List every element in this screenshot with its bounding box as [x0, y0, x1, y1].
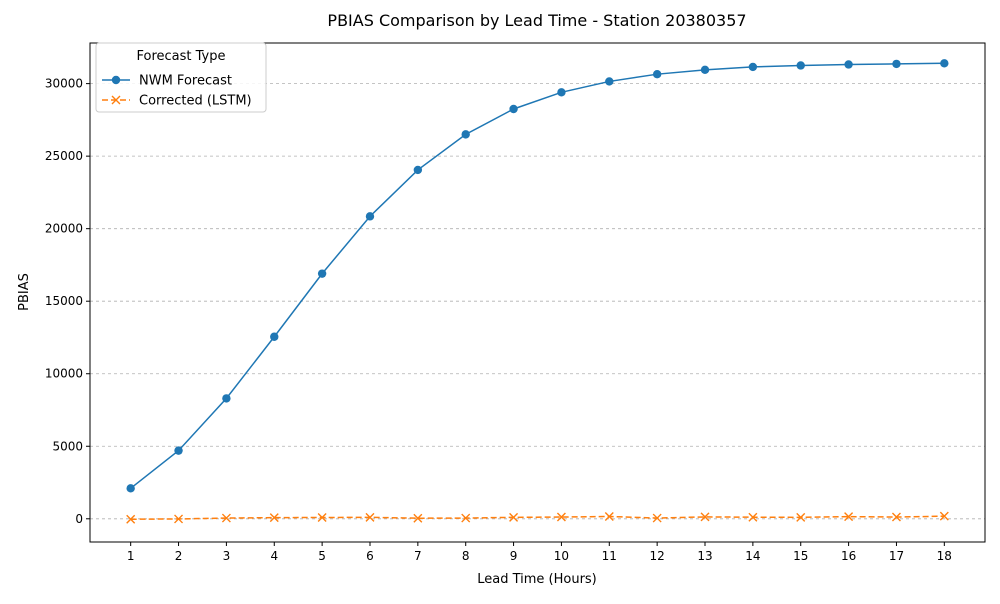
data-point [270, 332, 279, 341]
x-tick-label: 6 [366, 549, 374, 563]
data-point [700, 65, 710, 75]
x-tick-label: 13 [697, 549, 712, 563]
y-tick-label: 0 [75, 512, 83, 526]
data-point [796, 512, 806, 522]
data-point [940, 59, 949, 68]
data-point [174, 514, 184, 524]
legend: Forecast Type NWM Forecast Corrected (LSTM… [95, 42, 267, 113]
x-tick-label: 1 [127, 549, 135, 563]
legend-box [95, 42, 267, 113]
data-point [269, 513, 279, 523]
x-tick-label: 7 [414, 549, 422, 563]
x-tick-label: 11 [602, 549, 617, 563]
data-point [317, 269, 327, 278]
data-point [891, 512, 901, 522]
series-line [130, 62, 945, 489]
x-tick-label: 2 [175, 549, 183, 563]
data-point [796, 61, 805, 70]
y-axis-ticks: 0 5000 10000 15000 20000 25000 30000 [45, 77, 90, 526]
data-point [461, 513, 471, 523]
series-layer [126, 59, 949, 524]
x-tick-label: 4 [270, 549, 278, 563]
data-point [126, 484, 135, 493]
x-tick-label: 14 [745, 549, 760, 563]
data-point [461, 130, 470, 139]
data-point [413, 165, 423, 175]
data-point [174, 446, 183, 455]
x-tick-label: 9 [510, 549, 518, 563]
legend-entry: NWM Forecast [102, 74, 232, 89]
x-tick-label: 5 [318, 549, 326, 563]
x-tick-label: 3 [223, 549, 231, 563]
legend-marker [111, 95, 121, 105]
legend-marker [111, 75, 121, 85]
series-2 [126, 511, 949, 524]
series-1 [126, 59, 949, 493]
x-tick-label: 8 [462, 549, 470, 563]
data-point [605, 77, 614, 86]
data-point [509, 512, 519, 522]
legend-entry: Corrected (LSTM) [102, 94, 252, 109]
x-tick-label: 12 [650, 549, 665, 563]
data-point [556, 512, 566, 522]
data-point [844, 512, 854, 522]
y-tick-label: 15000 [45, 294, 83, 308]
x-axis-label: Lead Time (Hours) [477, 572, 597, 587]
data-point [939, 511, 949, 521]
data-point [126, 514, 136, 524]
data-point [317, 512, 327, 522]
y-tick-label: 5000 [52, 439, 83, 453]
data-point [700, 512, 710, 522]
y-tick-label: 10000 [45, 367, 83, 381]
x-tick-label: 17 [889, 549, 904, 563]
series-line [130, 515, 945, 520]
data-point [604, 511, 614, 521]
x-tick-label: 10 [554, 549, 569, 563]
axes-frame [89, 42, 986, 543]
chart-title: PBIAS Comparison by Lead Time - Station … [327, 11, 746, 30]
y-tick-label: 30000 [45, 77, 83, 91]
legend-title: Forecast Type [136, 49, 225, 64]
data-point [892, 59, 901, 69]
x-axis-ticks: 1 2 3 4 5 6 7 8 9 10 11 12 13 14 15 16 17 18 [127, 542, 952, 563]
x-tick-label: 16 [841, 549, 856, 563]
legend-label: Corrected (LSTM) [139, 94, 252, 109]
data-point [365, 212, 375, 221]
grid-lines [90, 83, 985, 520]
data-point [844, 60, 853, 69]
y-tick-label: 20000 [45, 222, 83, 236]
data-point [557, 88, 566, 97]
data-point [222, 394, 231, 403]
data-point [748, 62, 758, 72]
legend-label: NWM Forecast [139, 74, 232, 89]
x-tick-label: 18 [937, 549, 952, 563]
y-tick-label: 25000 [45, 149, 83, 163]
data-point [652, 69, 662, 79]
data-point [748, 512, 758, 522]
x-tick-label: 15 [793, 549, 808, 563]
data-point [652, 513, 662, 523]
data-point [509, 104, 518, 114]
y-axis-label: PBIAS [17, 273, 32, 311]
data-point [413, 513, 423, 523]
data-point [221, 513, 231, 523]
data-point [365, 512, 375, 522]
